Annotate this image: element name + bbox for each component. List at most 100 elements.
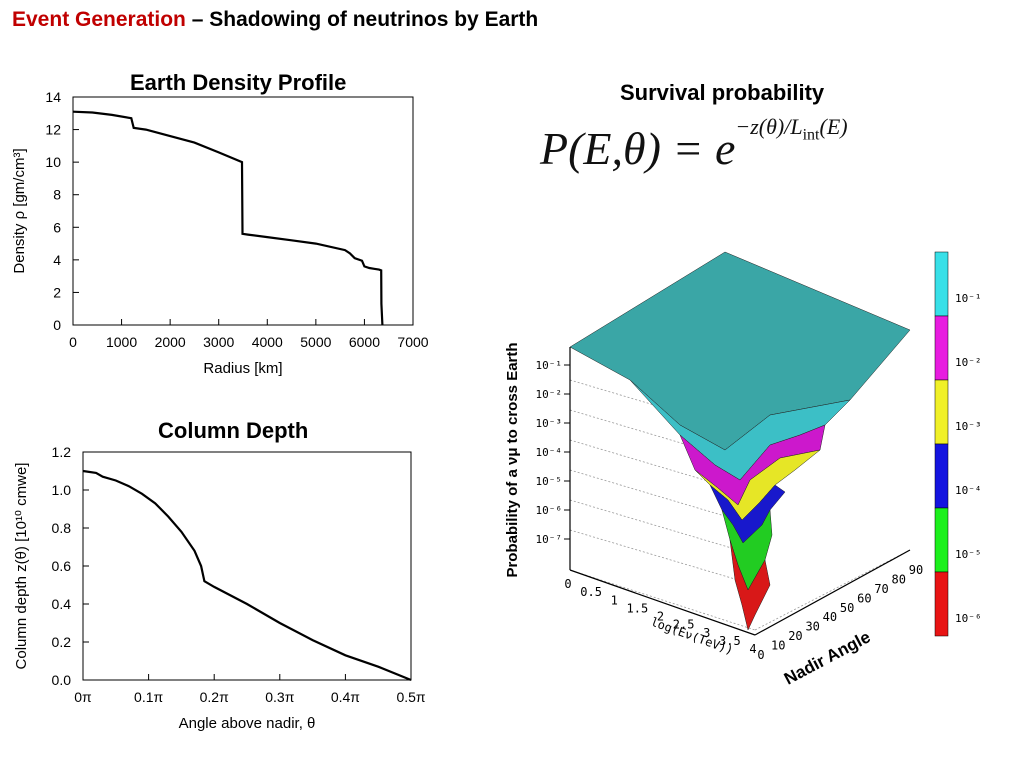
x-tick-label: 1 [611,593,618,607]
formula-lhs: P(E,θ) = e [540,123,736,174]
y-tick-label: 4 [53,252,61,268]
colorbar-label: 10⁻⁴ [955,484,982,497]
column-ylabel: Column depth z(θ) [10¹⁰ cmwe] [13,463,30,670]
slide-title: Event Generation – Shadowing of neutrino… [12,8,538,32]
x-tick-label: 1000 [106,334,137,350]
density-plot-frame [72,96,414,326]
column-series-line [82,469,412,682]
colorbar-segment [934,379,949,445]
colorbar-segment [934,251,949,317]
x-tick-label: 4 [749,642,756,656]
x-tick-label: 7000 [397,334,428,350]
y-tick-label: 1.0 [52,482,72,498]
y-tick-label: 20 [788,629,802,643]
z-tick-label: 10⁻³ [536,417,563,430]
x-tick-label: 0.5π [396,689,425,705]
x-tick-label: 0 [564,577,571,591]
density-chart-title: Earth Density Profile [130,70,347,95]
z-tick-label: 10⁻⁴ [536,446,563,459]
colorbar-segment [934,571,949,637]
survival-title: Survival probability [620,80,825,105]
y-tick-label: 70 [874,582,888,596]
y-tick-label: 0.0 [52,672,72,688]
column-chart-title: Column Depth [158,418,309,443]
y-tick-label: 2 [53,284,61,300]
x-tick-label: 0 [69,334,77,350]
surface-z-label: Probability of a νμ to cross Earth [504,342,521,577]
x-tick-label: 0π [74,689,92,705]
y-tick-label: 0.6 [52,558,72,574]
density-xlabel: Radius [km] [203,360,282,377]
column-plot-frame [82,451,412,681]
surface-x-ticks: 0 0.5 1 1.5 2 2.5 3 3.5 4 [564,577,756,656]
y-tick-label: 0 [53,317,61,333]
density-chart: 0 1000 2000 3000 4000 5000 6000 7000 0 2 4 6 8 10 12 1… [11,89,429,377]
x-tick-label: 0.5 [580,585,602,599]
formula-subscript: int [802,126,820,144]
z-tick-label: 10⁻¹ [536,359,563,372]
x-tick-label: 2 [657,610,664,624]
y-tick-label: 0.2 [52,634,72,650]
formula-exponent-group: −z(θ)/Lint(E) [735,114,848,143]
column-yticks: 0.0 0.2 0.4 0.6 0.8 1.0 1.2 [52,444,89,688]
y-tick-label: 60 [857,591,871,605]
surface-axes [569,347,911,636]
column-depth-chart: 0π 0.1π 0.2π 0.3π 0.4π 0.5π 0.0 0.2 0.4 0.6 0.8 1.… [13,444,426,732]
density-yticks: 0 2 4 6 8 10 12 14 [45,89,79,333]
z-tick-label: 10⁻⁶ [536,504,563,517]
survival-surface-plot: 10⁻¹ 10⁻² 10⁻³ 10⁻⁴ 10⁻⁵ 10⁻⁶ 10⁻⁷ 0 0.5 1 1.5 2 2.… [504,251,982,689]
y-tick-label: 40 [823,610,837,624]
z-tick-label: 10⁻⁷ [536,533,563,546]
x-tick-label: 0.1π [134,689,163,705]
density-series-line [72,110,384,326]
y-tick-label: 50 [840,601,854,615]
colorbar-label: 10⁻¹ [955,292,982,305]
formula-exponent: −z(θ)/L [735,114,803,139]
survival-formula: P(E,θ) = e−z(θ)/Lint(E) [540,114,848,175]
y-tick-label: 10 [771,639,785,653]
colorbar-label: 10⁻⁵ [955,548,982,561]
y-tick-label: 30 [805,620,819,634]
density-xticks: 0 1000 2000 3000 4000 5000 6000 7000 [69,319,429,350]
y-tick-label: 10 [45,154,61,170]
x-tick-label: 0.3π [265,689,294,705]
x-tick-label: 4000 [252,334,283,350]
formula-tail: (E) [819,114,848,139]
x-tick-label: 2.5 [673,618,695,632]
x-tick-label: 2000 [155,334,186,350]
column-xticks: 0π 0.1π 0.2π 0.3π 0.4π 0.5π [74,674,426,705]
y-tick-label: 14 [45,89,61,105]
x-tick-label: 3 [703,626,710,640]
y-tick-label: 0 [757,648,764,662]
colorbar-segment [934,315,949,381]
y-tick-label: 8 [53,187,61,203]
y-tick-label: 90 [909,563,923,577]
x-tick-label: 1.5 [627,601,649,615]
surface-band-cyan [569,251,911,451]
y-tick-label: 6 [53,219,61,235]
column-xlabel: Angle above nadir, θ [179,715,316,732]
colorbar-segment [934,507,949,573]
x-tick-label: 6000 [349,334,380,350]
x-tick-label: 5000 [300,334,331,350]
surface-bands [569,251,911,631]
x-tick-label: 0.2π [200,689,229,705]
title-black-part: – Shadowing of neutrinos by Earth [185,8,539,31]
y-tick-label: 12 [45,122,61,138]
surface-band-red [729,539,771,631]
colorbar: 10⁻¹ 10⁻² 10⁻³ 10⁻⁴ 10⁻⁵ 10⁻⁶ [934,251,982,637]
colorbar-label: 10⁻³ [955,420,982,433]
z-tick-label: 10⁻² [536,388,563,401]
x-tick-label: 0.4π [331,689,360,705]
title-red-part: Event Generation [12,8,186,31]
z-tick-label: 10⁻⁵ [536,475,563,488]
x-tick-label: 3.5 [719,634,741,648]
x-tick-label: 3000 [203,334,234,350]
y-tick-label: 0.8 [52,520,72,536]
colorbar-label: 10⁻² [955,356,982,369]
density-ylabel: Density ρ [gm/cm³] [11,148,28,273]
surface-z-ticks: 10⁻¹ 10⁻² 10⁻³ 10⁻⁴ 10⁻⁵ 10⁻⁶ 10⁻⁷ [536,359,570,546]
y-tick-label: 1.2 [52,444,72,460]
colorbar-label: 10⁻⁶ [955,612,982,625]
